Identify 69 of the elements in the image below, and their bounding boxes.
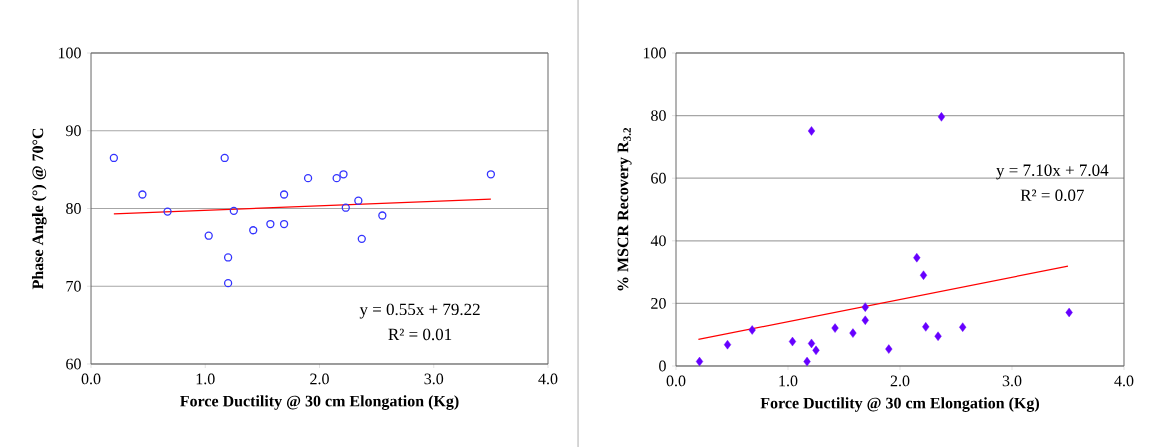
point bbox=[378, 211, 387, 220]
x-tick-label: 4.0 bbox=[538, 373, 558, 385]
y-tick-label: 60 bbox=[651, 172, 666, 184]
x-tick-label: 0.0 bbox=[81, 373, 101, 385]
y-tick-label: 100 bbox=[58, 47, 81, 59]
annotation: y = 7.10x + 7.04 bbox=[996, 164, 1109, 180]
point bbox=[220, 153, 229, 163]
point bbox=[934, 331, 942, 341]
x-tick-label: 3.0 bbox=[424, 373, 444, 385]
point bbox=[812, 345, 820, 356]
point bbox=[163, 207, 172, 216]
point bbox=[354, 196, 363, 205]
point bbox=[748, 325, 756, 335]
point bbox=[861, 315, 869, 325]
y-tick-label: 20 bbox=[651, 298, 666, 309]
point bbox=[223, 278, 233, 288]
y-axis-title: Phase Angle (°) @ 70°C bbox=[31, 128, 47, 290]
point bbox=[339, 170, 348, 179]
point bbox=[803, 356, 811, 367]
point bbox=[486, 170, 496, 179]
point bbox=[723, 340, 732, 350]
point bbox=[695, 356, 704, 367]
point bbox=[303, 174, 313, 183]
x-tick-label: 1.0 bbox=[779, 375, 798, 387]
point bbox=[919, 270, 928, 280]
point bbox=[332, 174, 341, 183]
y-tick-label: 90 bbox=[66, 125, 81, 137]
y-tick-label: 70 bbox=[66, 280, 81, 292]
point bbox=[937, 112, 946, 122]
y-tick-label: 80 bbox=[651, 110, 666, 121]
point bbox=[807, 126, 816, 136]
point bbox=[109, 153, 119, 163]
point bbox=[229, 206, 238, 215]
point bbox=[223, 253, 233, 262]
annotation: R² = 0.07 bbox=[1020, 189, 1084, 202]
point bbox=[922, 322, 930, 332]
y-tick-label: 0 bbox=[659, 360, 666, 372]
point bbox=[138, 190, 147, 199]
y-tick-label: 60 bbox=[66, 358, 81, 370]
point bbox=[266, 219, 275, 229]
x-axis-title: Force Ductility @ 30 cm Elongation (Kg) bbox=[760, 397, 1040, 412]
y-tick-label: 100 bbox=[643, 47, 666, 59]
annotation: R² = 0.01 bbox=[388, 328, 452, 341]
y-axis-title: % MSCR Recovery R$_{3.2}$ bbox=[617, 127, 632, 291]
point bbox=[885, 344, 893, 354]
point bbox=[357, 234, 366, 243]
point bbox=[913, 252, 921, 263]
point bbox=[788, 336, 797, 347]
x-axis-title: Force Ductility @ 30 cm Elongation (Kg) bbox=[180, 395, 459, 410]
point bbox=[1065, 307, 1073, 318]
x-tick-label: 1.0 bbox=[196, 373, 215, 385]
y-tick-label: 80 bbox=[66, 203, 81, 214]
point bbox=[831, 323, 839, 333]
point bbox=[249, 226, 258, 235]
point bbox=[807, 338, 816, 349]
x-tick-label: 2.0 bbox=[310, 373, 329, 385]
x-tick-label: 0.0 bbox=[666, 375, 686, 387]
point bbox=[279, 219, 289, 229]
x-tick-label: 4.0 bbox=[1114, 375, 1134, 387]
point bbox=[204, 231, 213, 240]
y-tick-label: 40 bbox=[650, 235, 666, 247]
point bbox=[849, 328, 857, 338]
annotation: y = 0.55x + 79.22 bbox=[359, 303, 480, 319]
point bbox=[861, 302, 869, 312]
point bbox=[341, 203, 350, 212]
x-tick-label: 2.0 bbox=[890, 375, 910, 387]
point bbox=[279, 190, 289, 199]
point bbox=[959, 322, 967, 332]
x-tick-label: 3.0 bbox=[1002, 375, 1022, 387]
